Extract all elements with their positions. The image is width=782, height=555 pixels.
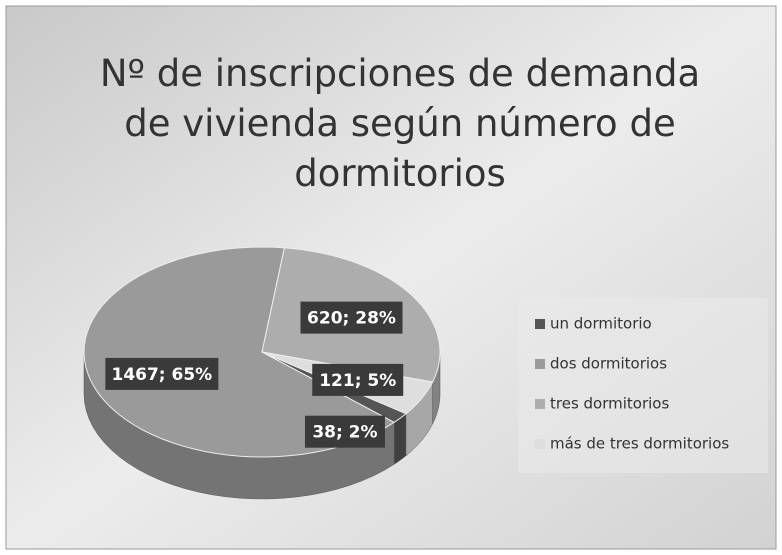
data-label: 620; 28% (307, 309, 396, 329)
pie-slice (83, 246, 396, 458)
chart-title-text: Nº de inscripciones de demanda de viviend… (100, 52, 700, 195)
legend-label: más de tres dormitorios (550, 435, 729, 453)
chart-title: Nº de inscripciones de demanda de viviend… (100, 52, 700, 195)
data-label: 38; 2% (312, 423, 377, 443)
data-label: 121; 5% (319, 371, 396, 391)
data-label-box (105, 357, 219, 390)
legend-box (518, 298, 768, 473)
legend-swatch (535, 359, 545, 369)
legend-swatch (535, 399, 545, 409)
legend-label: un dormitorio (550, 315, 652, 333)
legend-label: dos dormitorios (550, 355, 667, 373)
data-label-box (304, 415, 385, 448)
pie-tops (83, 246, 441, 458)
legend-label: tres dormitorios (550, 395, 669, 413)
pie-sides (83, 351, 441, 500)
legend-swatch (535, 319, 545, 329)
legend: un dormitorio dos dormitorios tres dormito… (518, 298, 768, 473)
data-labels: 38; 2% 1467; 65% 620; 28% 121; 5% (105, 301, 404, 448)
data-label-box (300, 301, 403, 334)
legend-swatch (535, 439, 545, 449)
data-label-box (312, 363, 404, 396)
data-label: 1467; 65% (111, 365, 212, 385)
